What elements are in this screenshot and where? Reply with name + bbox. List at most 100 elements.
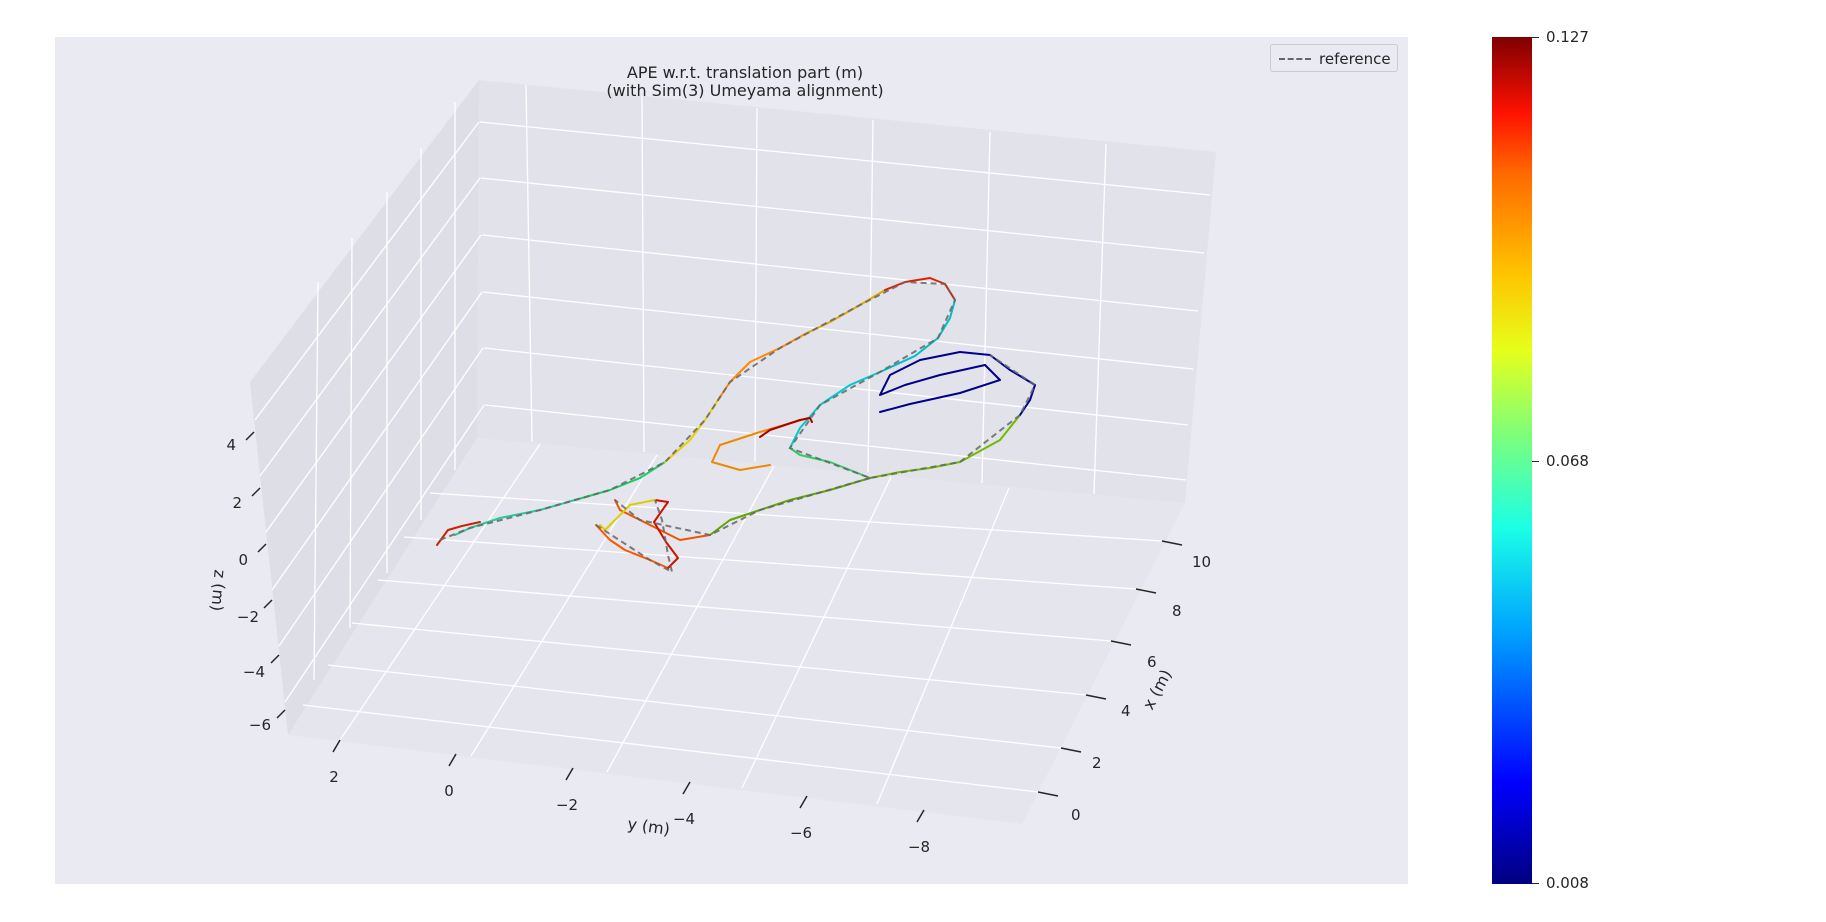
grid-line <box>278 347 484 647</box>
grid-lines <box>254 84 1211 805</box>
legend-reference-label: reference <box>1319 50 1391 68</box>
z-tick <box>263 599 273 609</box>
z-tick-label: 0 <box>238 551 248 569</box>
trajectory-segment <box>599 499 656 531</box>
x-tick <box>1037 791 1059 797</box>
side-pane <box>250 80 479 735</box>
trajectory-segment <box>574 461 666 501</box>
trajectory-segment <box>436 521 481 546</box>
grid-line <box>265 234 482 533</box>
y-tick <box>682 781 691 795</box>
grid-line <box>403 536 1137 590</box>
y-tick <box>799 795 808 809</box>
z-tick <box>276 709 286 719</box>
x-tick-label: 2 <box>1092 754 1102 772</box>
x-tick <box>1060 747 1082 753</box>
grid-line <box>327 664 1062 749</box>
grid-line <box>479 121 1211 196</box>
floor-pane <box>288 438 1185 824</box>
y-tick <box>332 739 341 753</box>
back-pane <box>477 80 1216 503</box>
colorbar-tick <box>1532 37 1539 38</box>
reference-path <box>439 280 1037 574</box>
x-axis-label: x (m) <box>1139 666 1176 713</box>
colorbar-tick <box>1532 883 1539 884</box>
grid-line <box>377 579 1112 642</box>
grid-line <box>754 107 758 463</box>
axis-panes <box>250 80 1216 824</box>
legend-reference-swatch <box>1279 58 1311 60</box>
chart-title: APE w.r.t. translation part (m) <box>627 63 863 82</box>
y-tick-label: −4 <box>673 810 695 828</box>
trajectory-segment <box>664 399 719 463</box>
grid-line <box>981 131 991 484</box>
grid-line <box>484 404 1187 481</box>
grid-line <box>470 454 658 757</box>
x-tick <box>1110 640 1132 646</box>
grid-line <box>483 347 1189 426</box>
grid-line <box>481 234 1199 312</box>
y-tick <box>448 753 457 767</box>
colorbar-min-label: 0.008 <box>1546 874 1589 892</box>
trajectory-paths <box>436 277 1037 574</box>
grid-line <box>482 291 1194 370</box>
y-tick-label: 2 <box>329 768 339 786</box>
z-tick-label: −2 <box>237 608 259 626</box>
trajectory-segment <box>759 417 813 438</box>
grid-line <box>867 119 874 473</box>
legend: reference <box>1270 44 1398 72</box>
trajectory-segment <box>711 417 809 471</box>
grid-line <box>349 237 353 629</box>
trajectory-segment <box>879 364 1001 413</box>
x-tick-label: 8 <box>1172 602 1182 620</box>
y-tick-label: 0 <box>444 782 454 800</box>
trajectory-segment <box>879 351 986 396</box>
y-tick <box>916 809 925 823</box>
colorbar-max-label: 0.127 <box>1546 28 1589 46</box>
x-tick <box>1135 588 1157 594</box>
grid-line <box>302 704 1039 793</box>
grid-line <box>284 404 485 703</box>
grid-line <box>271 291 483 591</box>
grid-line <box>339 443 541 741</box>
grid-line <box>641 95 645 453</box>
z-tick-label: 4 <box>226 436 236 454</box>
trajectory-segment <box>454 499 576 536</box>
x-tick <box>1085 694 1107 700</box>
chart-subtitle: (with Sim(3) Umeyama alignment) <box>606 81 883 100</box>
z-tick-label: −4 <box>243 663 265 681</box>
y-tick-label: −2 <box>556 796 578 814</box>
axis-ticks <box>245 431 1183 823</box>
z-axis-label: z (m) <box>207 569 230 612</box>
x-tick-label: 6 <box>1147 653 1157 671</box>
colorbar-mid-label: 0.068 <box>1546 452 1589 470</box>
grid-line <box>1093 143 1107 495</box>
z-tick <box>270 654 280 664</box>
grid-line <box>876 487 1010 805</box>
z-tick <box>257 543 267 553</box>
grid-line <box>741 476 892 789</box>
z-tick <box>251 487 261 497</box>
grid-line <box>429 492 1163 542</box>
x-tick-label: 0 <box>1071 806 1081 824</box>
y-tick <box>565 767 574 781</box>
grid-line <box>480 177 1205 254</box>
colorbar-tick <box>1532 461 1539 462</box>
y-tick-label: −8 <box>908 838 930 856</box>
z-tick-label: −6 <box>249 716 271 734</box>
x-tick-label: 10 <box>1192 553 1211 571</box>
grid-line <box>525 84 533 443</box>
y-tick-label: −6 <box>790 824 812 842</box>
grid-line <box>259 177 481 477</box>
grid-line <box>351 622 1087 696</box>
colorbar <box>1492 37 1532 884</box>
y-axis-label: y (m) <box>626 814 671 839</box>
z-tick <box>245 431 255 441</box>
z-tick-label: 2 <box>232 494 242 512</box>
grid-line <box>254 121 480 421</box>
trajectory-segment <box>653 499 679 569</box>
grid-line <box>313 281 319 681</box>
x-tick-label: 4 <box>1121 702 1131 720</box>
x-tick <box>1161 540 1183 546</box>
